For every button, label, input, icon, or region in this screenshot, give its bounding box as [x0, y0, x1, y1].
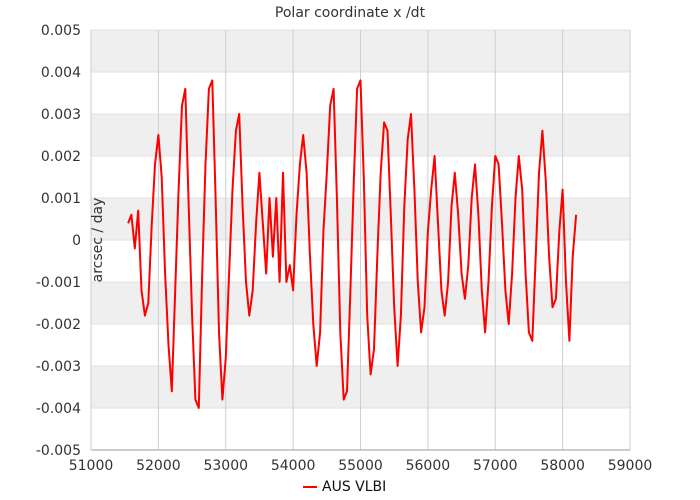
axes: [90, 30, 630, 451]
y-tick-label: 0.001: [41, 191, 81, 207]
chart-title: Polar coordinate x /dt: [275, 5, 426, 21]
y-axis-label: arcsec / day: [90, 198, 106, 283]
y-tick-label: 0.004: [41, 65, 81, 81]
y-tick-label: -0.004: [36, 401, 81, 417]
tick-labels: -0.005 -0.004 -0.003 -0.002 -0.001 0 0.001 0.00…: [36, 23, 652, 474]
y-tick-label: -0.002: [36, 317, 81, 333]
y-tick-label: 0: [72, 233, 81, 249]
y-tick-label: 0.002: [41, 149, 81, 165]
series-layer: [127, 79, 578, 409]
y-tick-label: 0.003: [41, 107, 81, 123]
x-tick-label: 58000: [540, 458, 585, 474]
x-tick-label: 52000: [136, 458, 181, 474]
series-line-aus-vlbi: [127, 79, 578, 409]
x-tick-label: 57000: [473, 458, 518, 474]
x-tick-label: 56000: [406, 458, 451, 474]
y-tick-label: -0.001: [36, 275, 81, 291]
x-tick-label: 59000: [608, 458, 653, 474]
x-tick-label: 55000: [338, 458, 383, 474]
x-tick-label: 51000: [69, 458, 114, 474]
y-tick-label: -0.003: [36, 359, 81, 375]
legend[interactable]: AUS VLBI: [303, 479, 386, 495]
legend-label-aus-vlbi: AUS VLBI: [322, 479, 386, 495]
x-tick-label: 54000: [271, 458, 316, 474]
x-tick-label: 53000: [203, 458, 248, 474]
y-tick-label: -0.005: [36, 443, 81, 459]
y-tick-label: 0.005: [41, 23, 81, 39]
